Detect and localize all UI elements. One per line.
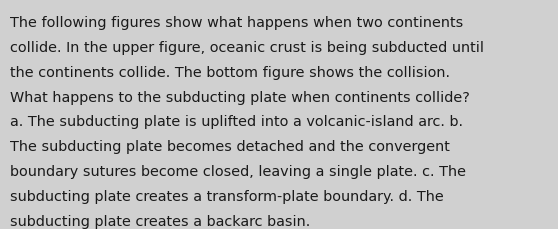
Text: subducting plate creates a transform-plate boundary. d. The: subducting plate creates a transform-pla…: [10, 189, 444, 203]
Text: collide. In the upper figure, oceanic crust is being subducted until: collide. In the upper figure, oceanic cr…: [10, 41, 484, 55]
Text: boundary sutures become closed, leaving a single plate. c. The: boundary sutures become closed, leaving …: [10, 164, 466, 178]
Text: a. The subducting plate is uplifted into a volcanic-island arc. b.: a. The subducting plate is uplifted into…: [10, 115, 463, 129]
Text: The subducting plate becomes detached and the convergent: The subducting plate becomes detached an…: [10, 140, 450, 154]
Text: the continents collide. The bottom figure shows the collision.: the continents collide. The bottom figur…: [10, 65, 450, 79]
Text: subducting plate creates a backarc basin.: subducting plate creates a backarc basin…: [10, 214, 310, 228]
Text: The following figures show what happens when two continents: The following figures show what happens …: [10, 16, 463, 30]
Text: What happens to the subducting plate when continents collide?: What happens to the subducting plate whe…: [10, 90, 470, 104]
